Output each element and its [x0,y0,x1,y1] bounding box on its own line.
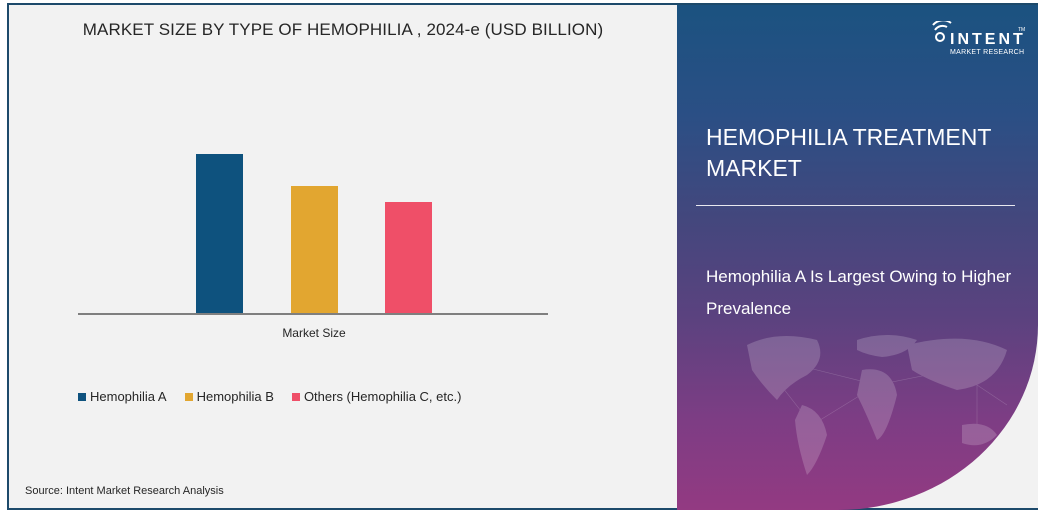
world-map-icon [747,335,1008,475]
x-axis-label: Market Size [282,326,346,340]
panel-divider [696,205,1015,206]
legend-label: Hemophilia B [196,389,274,404]
market-title: HEMOPHILIA TREATMENT MARKET [706,124,991,181]
info-panel: INTENT TM MARKET RESEARCH HEMOPHILIA TRE… [677,5,1038,510]
signal-icon [932,21,952,42]
source-note: Source: Intent Market Research Analysis [25,485,224,497]
legend-swatch-icon [78,392,86,401]
legend-label: Hemophilia A [90,389,167,404]
x-axis-line [78,313,548,315]
logo-trademark: TM [1018,27,1026,33]
logo-wordmark: INTENT [950,31,1026,48]
chart-legend: Hemophilia A Hemophilia B Others (Hemoph… [78,389,461,404]
bar-hemophilia-a [196,154,243,315]
bar-hemophilia-b [291,186,338,315]
legend-item-hemophilia-b: Hemophilia B [184,389,274,404]
legend-label: Others (Hemophilia C, etc.) [303,389,462,404]
chart-title: MARKET SIZE BY TYPE OF HEMOPHILIA , 2024… [82,20,604,39]
logo-tagline: MARKET RESEARCH [950,49,1025,56]
plot-area [78,120,548,315]
company-logo: INTENT TM MARKET RESEARCH [930,13,1030,61]
legend-item-others: Others (Hemophilia C, etc.) [291,389,462,404]
market-insight: Hemophilia A Is Largest Owing to Higher … [706,267,1012,318]
bar-others [385,202,432,315]
legend-swatch-icon [184,392,193,401]
legend-swatch-icon [291,392,300,401]
panel-background [677,5,1038,510]
chart-panel [9,5,677,508]
legend-item-hemophilia-a: Hemophilia A [78,389,167,404]
